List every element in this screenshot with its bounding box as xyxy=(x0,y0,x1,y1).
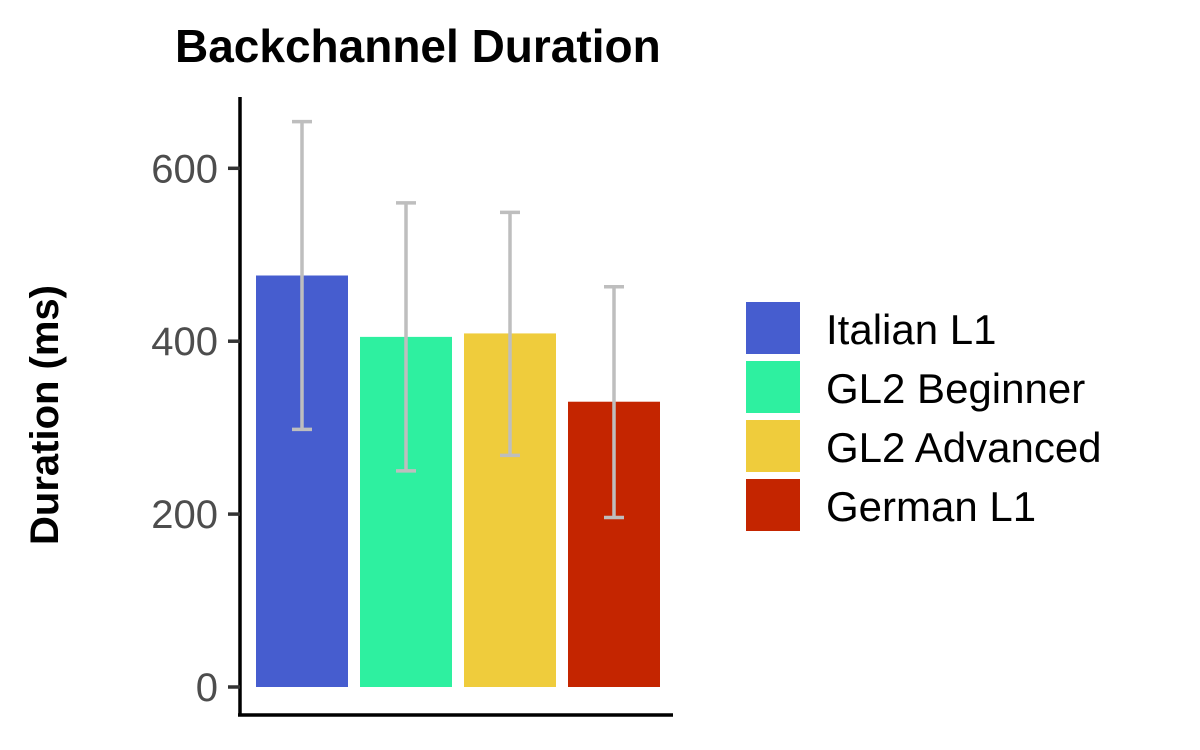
chart-title: Backchannel Duration xyxy=(175,20,661,72)
legend-swatch-german-l1 xyxy=(746,479,800,531)
legend-label-italian-l1: Italian L1 xyxy=(826,306,996,353)
error-bar-german-l1 xyxy=(604,284,624,520)
error-bar-italian-l1 xyxy=(292,119,312,432)
legend-label-german-l1: German L1 xyxy=(826,483,1036,530)
legend-label-gl2-advanced: GL2 Advanced xyxy=(826,424,1102,471)
legend-swatch-gl2-advanced xyxy=(746,420,800,472)
plot-area xyxy=(256,119,660,687)
y-tick-label: 400 xyxy=(151,320,218,364)
y-tick-label: 600 xyxy=(151,147,218,191)
legend-label-gl2-beginner: GL2 Beginner xyxy=(826,365,1085,412)
y-axis-label: Duration (ms) xyxy=(23,285,67,545)
error-bar-gl2-advanced xyxy=(500,210,520,458)
y-tick-label: 0 xyxy=(196,666,218,710)
error-bar-gl2-beginner xyxy=(396,201,416,473)
y-axis-ticks: 0 200 400 600 xyxy=(151,147,240,710)
legend-swatch-gl2-beginner xyxy=(746,361,800,413)
legend-swatch-italian-l1 xyxy=(746,302,800,354)
y-tick-label: 200 xyxy=(151,493,218,537)
legend: Italian L1 GL2 Beginner GL2 Advanced German… xyxy=(746,302,1102,531)
